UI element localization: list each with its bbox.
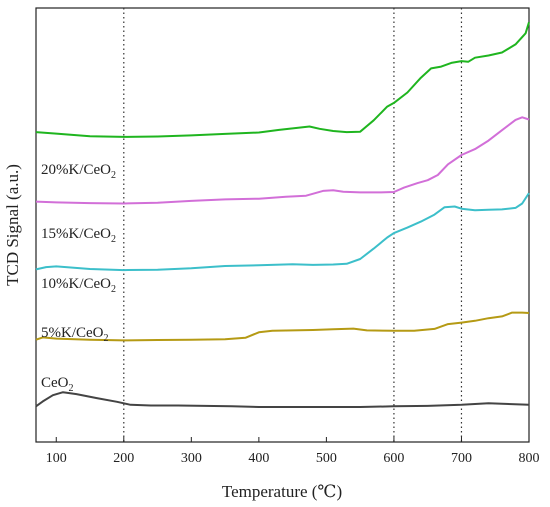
- x-tick-label: 500: [316, 451, 337, 466]
- series-line: [35, 311, 530, 342]
- x-tick-label: 100: [46, 451, 67, 466]
- plot-frame: [35, 7, 530, 443]
- x-tick-label: 800: [519, 451, 540, 466]
- series-line: [35, 192, 530, 272]
- x-tick-label: 200: [113, 451, 134, 466]
- series-layer: [35, 21, 530, 408]
- x-tick-label: 600: [383, 451, 404, 466]
- series-line: [35, 21, 530, 138]
- x-tick-label: 700: [451, 451, 472, 466]
- series-label: CeO2: [41, 375, 74, 394]
- x-tick-label: 400: [248, 451, 269, 466]
- series-line: [35, 116, 530, 205]
- series-label: 5%K/CeO2: [41, 325, 109, 344]
- x-tick-label: 300: [181, 451, 202, 466]
- y-axis-label: TCD Signal (a.u.): [3, 164, 22, 286]
- x-axis-label: Temperature (℃): [222, 482, 342, 501]
- series-label: 10%K/CeO2: [41, 276, 116, 295]
- series-label: 20%K/CeO2: [41, 162, 116, 181]
- series-line: [35, 391, 530, 408]
- reference-lines: [123, 8, 463, 442]
- series-labels: 20%K/CeO2 15%K/CeO2 10%K/CeO2 5%K/CeO2 CeO2: [41, 162, 116, 394]
- series-label: 15%K/CeO2: [41, 226, 116, 245]
- x-axis-ticks: 100 200 300 400 500 600 700 800: [46, 437, 540, 466]
